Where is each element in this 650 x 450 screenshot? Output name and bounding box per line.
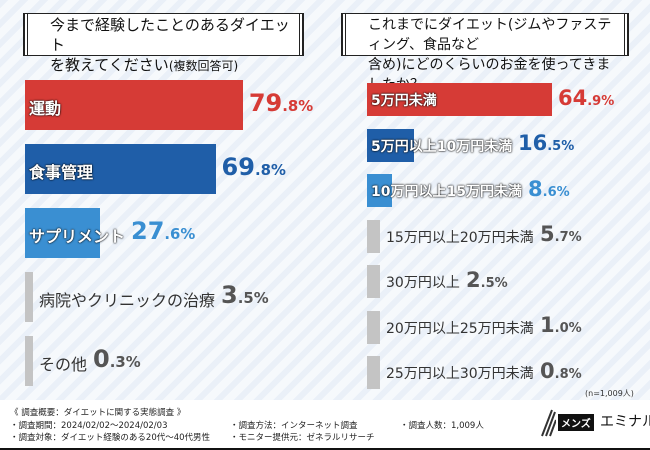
bar	[25, 272, 33, 322]
value-label: 69.8%	[221, 153, 286, 182]
bar-label: 食事管理	[29, 162, 94, 182]
bar-label: 10万円以上15万円未満	[371, 184, 522, 201]
value-label: 0.8%	[540, 358, 582, 383]
bar	[367, 174, 392, 207]
left-chart-title: 今まで経験したことのあるダイエット を教えてください(複数回答可)	[27, 13, 300, 74]
survey-period: ・調査期間：2024/02/02〜2024/02/03	[10, 421, 168, 431]
bar-label: 15万円以上20万円未満	[386, 229, 534, 246]
value-label: 79.8%	[248, 89, 314, 118]
value-label: 0.3%	[93, 345, 141, 374]
value-label: 2.5%	[466, 267, 508, 292]
logo-text: エミナル	[600, 414, 650, 430]
bar-label: サプリメント	[29, 226, 126, 246]
bar-label: 30万円以上	[386, 275, 460, 292]
logo-box: メンズ	[558, 414, 594, 431]
bar	[367, 356, 380, 389]
bar	[367, 219, 380, 253]
bar-label: 25万円以上30万円未満	[386, 366, 534, 383]
value-label: 64.9%	[557, 85, 615, 110]
survey-target: ・調査対象：ダイエット経験のある20代〜40代男性	[10, 433, 211, 443]
bar	[25, 208, 101, 258]
bar-label: 運動	[29, 98, 62, 118]
survey-count: ・調査人数：1,009人	[400, 421, 484, 431]
bar	[367, 265, 380, 298]
sample-size-note: (n=1,009人)	[585, 389, 634, 398]
title-line: を教えてください	[50, 56, 169, 74]
bar	[367, 83, 552, 116]
survey-overview: 《 調査概要：ダイエットに関する実態調査 》	[10, 408, 186, 418]
title-line: これまでにダイエット(ジムやファスティング、食品など	[368, 17, 612, 53]
bar-label: 5万円未満	[371, 93, 437, 110]
value-label: 8.6%	[528, 176, 570, 201]
value-label: 16.5%	[518, 131, 575, 156]
bar	[25, 336, 33, 386]
value-label: 1.0%	[540, 313, 582, 338]
bar-label: 5万円以上10万円未満	[371, 138, 513, 155]
value-label: 5.7%	[540, 222, 582, 247]
value-label: 27.6%	[131, 217, 196, 246]
title-note: (複数回答可)	[168, 59, 239, 73]
bar	[25, 80, 243, 130]
bar	[367, 128, 415, 162]
right-chart-title: これまでにダイエット(ジムやファスティング、食品など 含め)にどのくらいのお金を…	[345, 13, 625, 93]
bar	[367, 310, 380, 344]
footer: 《 調査概要：ダイエットに関する実態調査 》 ・調査期間：2024/02/02〜…	[0, 400, 650, 450]
bar-label: 病院やクリニックの治療	[39, 290, 216, 310]
value-label: 3.5%	[221, 281, 269, 310]
survey-provider: ・モニター提供元：ゼネラルリサーチ	[230, 433, 375, 443]
logo-stripes-icon	[541, 409, 556, 437]
bar-label: 20万円以上25万円未満	[386, 320, 534, 337]
bar	[25, 144, 216, 194]
background	[0, 0, 650, 400]
survey-method: ・調査方法：インターネット調査	[230, 421, 358, 431]
bar-label: その他	[39, 354, 88, 374]
title-line: 今まで経験したことのあるダイエット	[50, 16, 290, 54]
